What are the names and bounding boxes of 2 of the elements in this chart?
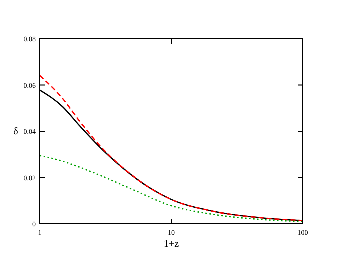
x-axis-title: 1+z <box>164 239 180 250</box>
y-axis-title: δ <box>14 126 19 138</box>
